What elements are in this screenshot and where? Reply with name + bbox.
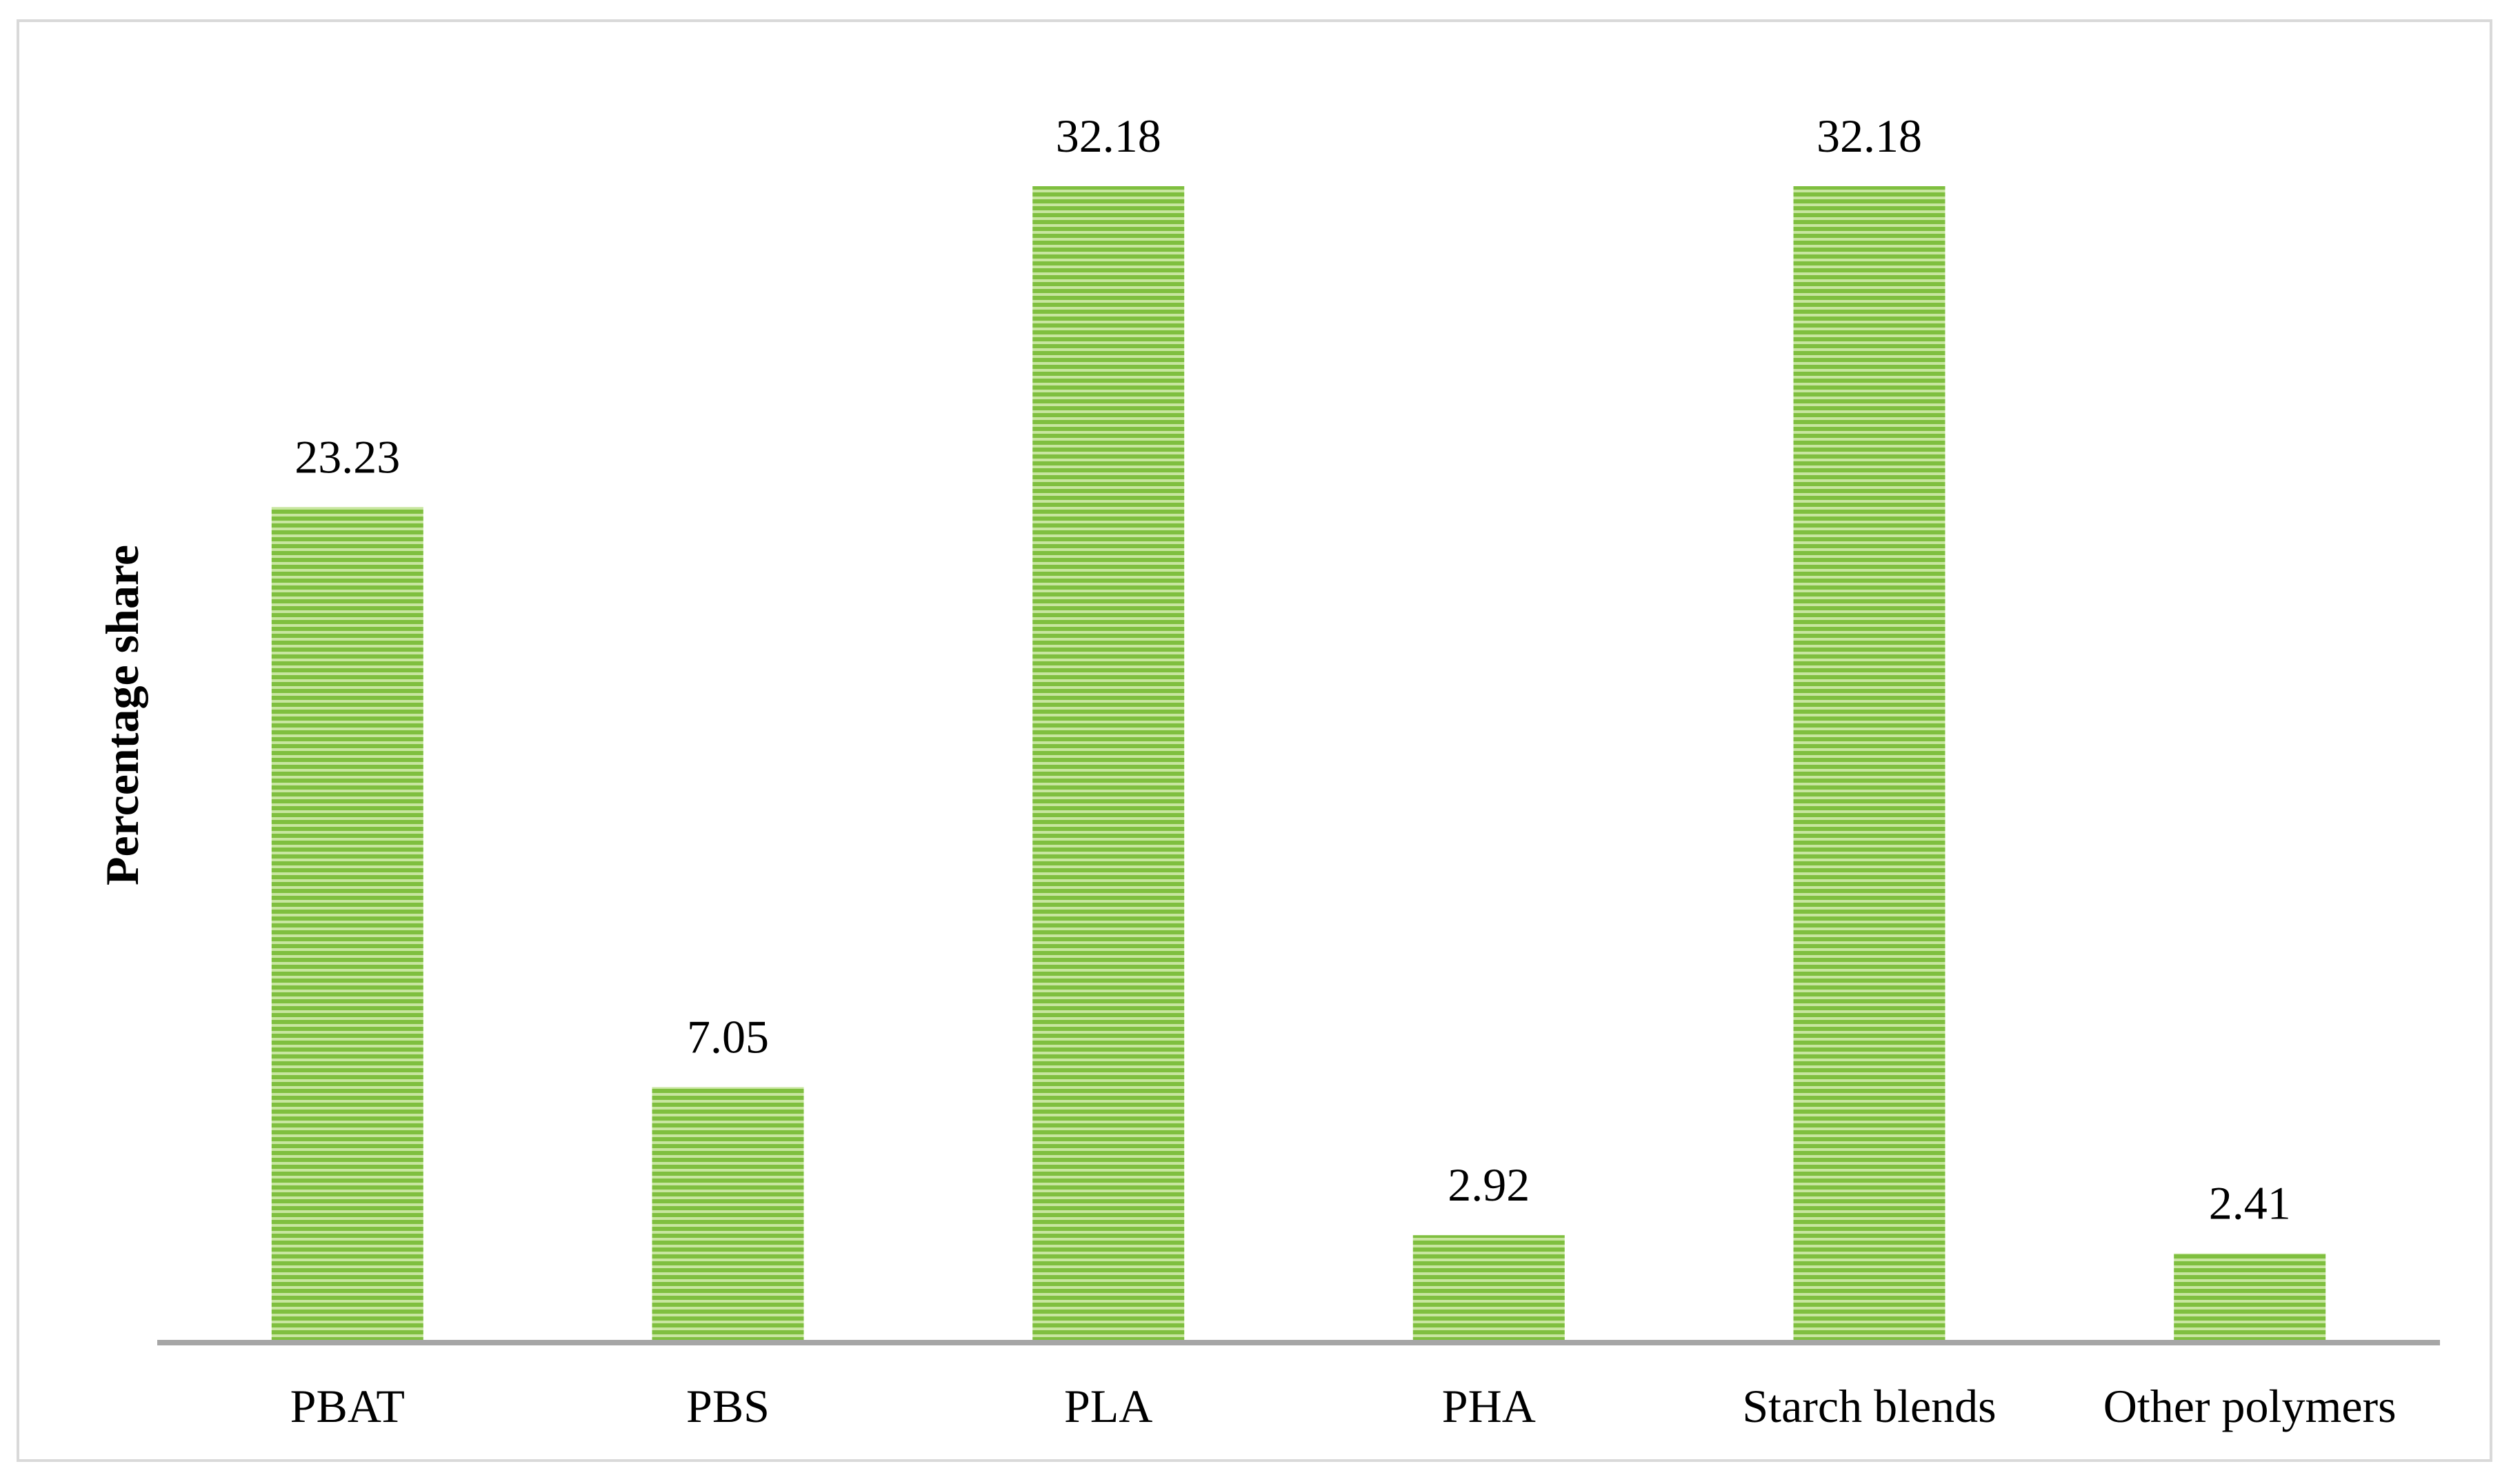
data-label-starch-blends: 32.18 xyxy=(1817,110,1922,162)
bar-other-polymers xyxy=(2174,1253,2326,1340)
data-label-other-polymers: 2.41 xyxy=(2209,1177,2291,1230)
chart-frame xyxy=(17,19,2492,1462)
bar-pbat xyxy=(271,507,423,1340)
x-tick-label-pbat: PBAT xyxy=(290,1380,405,1432)
x-tick-label-starch-blends: Starch blends xyxy=(1742,1380,1996,1432)
data-label-pbat: 23.23 xyxy=(294,430,400,483)
data-label-pha: 2.92 xyxy=(1448,1159,1530,1211)
x-tick-label-pbs: PBS xyxy=(686,1380,770,1432)
x-tick-label-pha: PHA xyxy=(1442,1380,1536,1432)
data-label-pla: 32.18 xyxy=(1056,110,1161,162)
x-tick-label-pla: PLA xyxy=(1064,1380,1152,1432)
bars-layer xyxy=(271,186,2326,1340)
data-label-pbs: 7.05 xyxy=(687,1011,769,1063)
y-axis-title: Percentage share xyxy=(96,545,148,885)
bar-pbs xyxy=(652,1087,804,1340)
bar-starch-blends xyxy=(1793,186,1945,1340)
x-axis-tick-labels: PBAT PBS PLA PHA Starch blends Other polymers xyxy=(290,1380,2397,1432)
value-labels-layer: 23.23 7.05 32.18 2.92 32.18 2.41 xyxy=(294,110,2290,1230)
bar-pha xyxy=(1412,1235,1565,1340)
bar-pla xyxy=(1032,186,1185,1340)
x-tick-label-other-polymers: Other polymers xyxy=(2103,1380,2397,1432)
